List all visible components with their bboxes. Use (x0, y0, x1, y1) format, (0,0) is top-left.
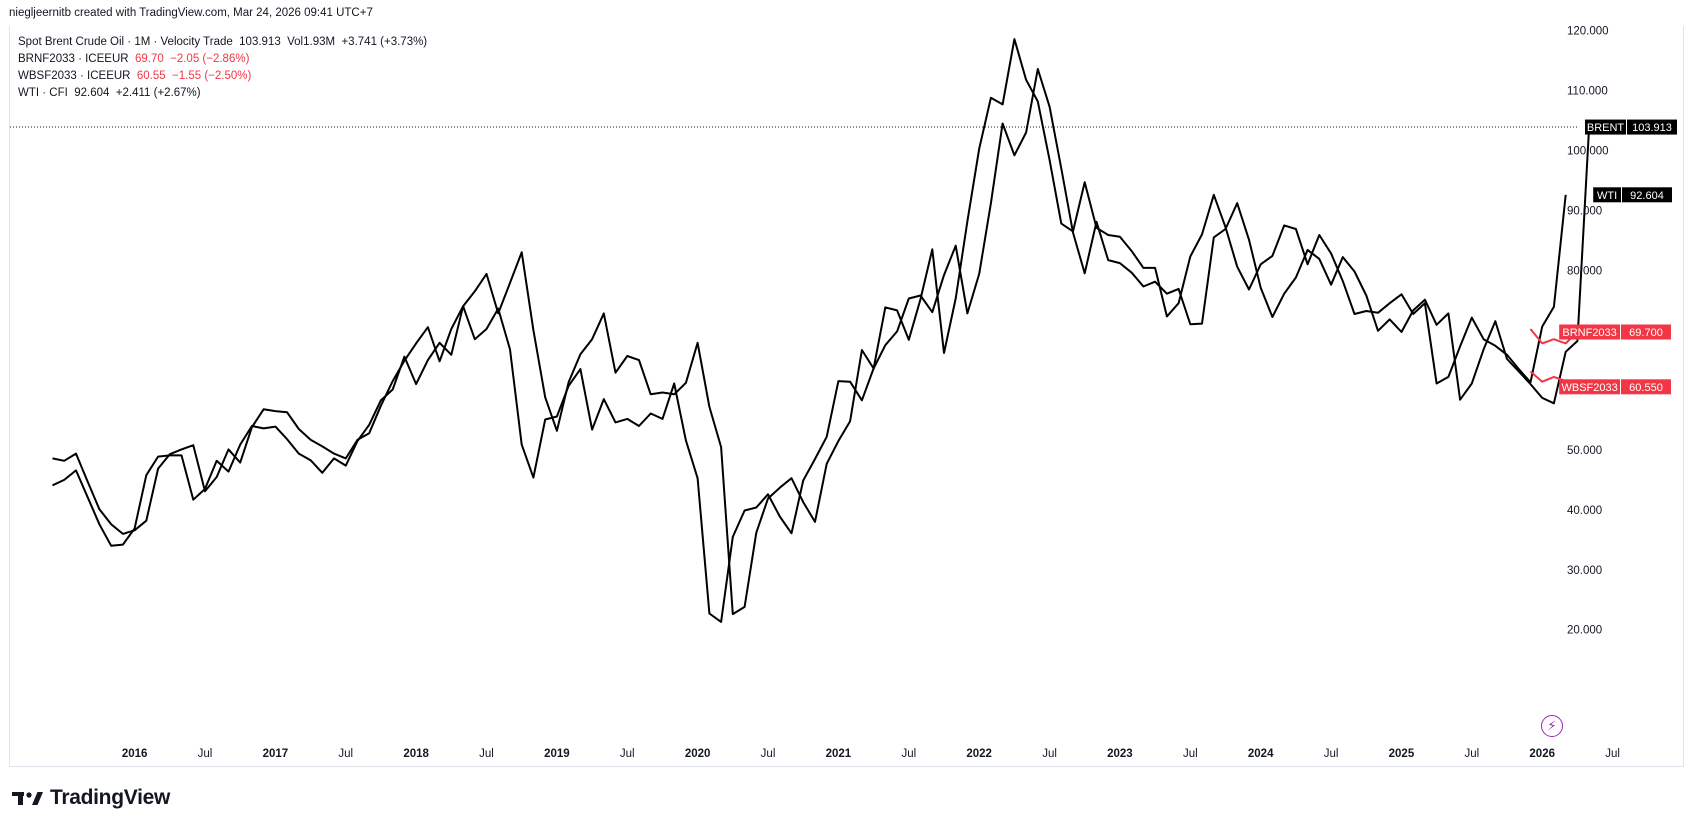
legend-wbsf-last: 60.55 (136, 70, 166, 82)
y-tick-label: 30.000 (1567, 565, 1602, 577)
x-tick-label: 2025 (1389, 748, 1415, 760)
y-tick-label: 40.000 (1567, 505, 1602, 517)
axis-label-name: BRNF2033 (1562, 327, 1616, 339)
x-tick-label: 2018 (403, 748, 429, 760)
axis-labels: BRENT 103.913 WTI 92.604 BRNF2033 69.700 WBSF2… (1559, 119, 1677, 395)
x-tick-label: Jul (1324, 748, 1339, 760)
series-line-brent (52, 68, 1591, 616)
x-tick-label: 2021 (826, 748, 852, 760)
axis-label-value-box (1621, 324, 1671, 340)
y-tick-label: 110.000 (1567, 86, 1608, 98)
legend-wti-change: +2.411 (+2.67%) (115, 87, 201, 99)
axis-label-value-box (1627, 119, 1677, 135)
x-tick-label: Jul (479, 748, 494, 760)
time-axis[interactable]: 2016 Jul 2017 Jul 2018 Jul 2019 Jul 2020 Jul 2021 J… (122, 748, 1620, 760)
x-tick-label: 2016 (122, 748, 148, 760)
x-tick-label: 2017 (263, 748, 289, 760)
axis-label-name-box (1559, 379, 1620, 395)
x-tick-label: Jul (1042, 748, 1057, 760)
axis-label-value-box (1622, 187, 1672, 203)
legend-wti-symbol: WTI · CFI (18, 87, 68, 99)
x-tick-label: 2024 (1248, 748, 1274, 760)
x-tick-label: 2026 (1529, 748, 1555, 760)
legend-brnf-row[interactable]: BRNF2033 · ICEEUR 69.70 −2.05 (−2.86%) (18, 51, 427, 68)
chart-frame (9, 26, 1684, 767)
x-tick-label: Jul (901, 748, 916, 760)
axis-label-name: WTI (1597, 190, 1617, 202)
axis-label-value: 60.550 (1629, 382, 1663, 394)
x-tick-label: Jul (338, 748, 353, 760)
y-tick-label: 80.000 (1567, 265, 1602, 277)
legend-main-change: +3.741 (+3.73%) (341, 36, 428, 48)
y-tick-label: 50.000 (1567, 445, 1602, 457)
legend-wti-last: 92.604 (74, 87, 110, 99)
series-layer (52, 38, 1593, 623)
x-tick-label: Jul (198, 748, 213, 760)
axis-label-name-box (1585, 119, 1626, 135)
legend-wbsf-row[interactable]: WBSF2033 · ICEEUR 60.55 −1.55 (−2.50%) (18, 68, 427, 85)
y-tick-label: 120.000 (1567, 26, 1609, 38)
legend-wti-row[interactable]: WTI · CFI 92.604 +2.411 (+2.67%) (18, 85, 427, 102)
axis-label-name: WBSF2033 (1561, 382, 1617, 394)
x-tick-label: Jul (1183, 748, 1198, 760)
legend-main-volume: Vol1.93M (287, 36, 336, 48)
legend-brnf-last: 69.70 (134, 53, 164, 65)
legend-main-last: 103.913 (239, 36, 281, 48)
legend-wbsf-symbol: WBSF2033 · ICEEUR (18, 70, 131, 82)
series-line-wti (52, 38, 1567, 623)
axis-label-name-box (1593, 187, 1621, 203)
legend-wbsf-change: −1.55 (−2.50%) (172, 70, 252, 82)
x-tick-label: 2020 (685, 748, 711, 760)
y-tick-label: 20.000 (1567, 625, 1602, 637)
tradingview-brand[interactable]: TradingView (12, 786, 170, 810)
legend-main-row[interactable]: Spot Brent Crude Oil · 1M · Velocity Tra… (18, 34, 427, 51)
x-tick-label: Jul (1464, 748, 1479, 760)
price-axis[interactable]: 130.000120.000110.000100.00090.00080.000… (1567, 0, 1609, 637)
x-tick-label: Jul (761, 748, 776, 760)
axis-label-name: BRENT (1587, 122, 1625, 134)
x-tick-label: 2023 (1107, 748, 1133, 760)
series-line-brnf2033 (1529, 328, 1579, 345)
legend-brnf-change: −2.05 (−2.86%) (170, 53, 250, 65)
chart-legend: Spot Brent Crude Oil · 1M · Velocity Tra… (18, 34, 427, 102)
chart-byline: niegljeernitb created with TradingView.c… (9, 7, 373, 19)
axis-label-value: 103.913 (1632, 122, 1672, 134)
x-tick-label: Jul (620, 748, 635, 760)
x-tick-label: 2022 (966, 748, 992, 760)
brand-name: TradingView (50, 786, 171, 809)
legend-brnf-symbol: BRNF2033 · ICEEUR (18, 53, 129, 65)
legend-main-symbol: Spot Brent Crude Oil · 1M · Velocity Tra… (18, 36, 233, 48)
flash-icon[interactable]: ⚡ (1541, 715, 1563, 737)
x-tick-label: Jul (1605, 748, 1620, 760)
axis-label-value-box (1621, 379, 1671, 395)
axis-label-name-box (1559, 324, 1620, 340)
x-tick-label: 2019 (544, 748, 570, 760)
axis-label-value: 69.700 (1629, 327, 1663, 339)
tradingview-logo-icon (12, 792, 43, 805)
axis-label-value: 92.604 (1630, 190, 1664, 202)
